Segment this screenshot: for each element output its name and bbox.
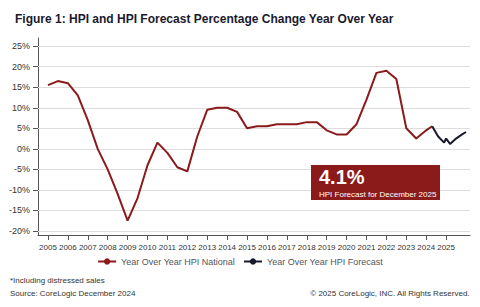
svg-text:2014: 2014 [218, 243, 236, 252]
svg-text:4.1%: 4.1% [319, 166, 365, 188]
svg-text:-5%: -5% [14, 164, 30, 174]
svg-text:Year Over Year HPI Forecast: Year Over Year HPI Forecast [267, 257, 383, 267]
svg-text:2015: 2015 [238, 243, 256, 252]
svg-text:2017: 2017 [278, 243, 296, 252]
svg-text:Year Over Year HPI National: Year Over Year HPI National [121, 257, 235, 267]
svg-text:2018: 2018 [298, 243, 316, 252]
svg-text:2019: 2019 [318, 243, 336, 252]
svg-text:2013: 2013 [198, 243, 216, 252]
svg-text:2023: 2023 [397, 243, 415, 252]
svg-text:15%: 15% [12, 82, 30, 92]
svg-text:2016: 2016 [258, 243, 276, 252]
svg-text:2020: 2020 [338, 243, 356, 252]
svg-text:Source: CoreLogic December 202: Source: CoreLogic December 2024 [10, 289, 136, 298]
svg-text:20%: 20% [12, 62, 30, 72]
svg-text:© 2025 CoreLogic, INC. All Rig: © 2025 CoreLogic, INC. All Rights Reserv… [310, 289, 469, 298]
svg-text:2022: 2022 [377, 243, 395, 252]
svg-text:HPI Forecast for December 2025: HPI Forecast for December 2025 [319, 190, 437, 199]
svg-text:2012: 2012 [178, 243, 196, 252]
svg-text:2007: 2007 [79, 243, 97, 252]
svg-text:-15%: -15% [9, 205, 30, 215]
svg-text:2010: 2010 [139, 243, 157, 252]
svg-text:2011: 2011 [159, 243, 177, 252]
svg-text:2025: 2025 [437, 243, 455, 252]
svg-text:2009: 2009 [119, 243, 137, 252]
svg-text:*Including distressed sales: *Including distressed sales [10, 276, 105, 285]
svg-text:2005: 2005 [39, 243, 57, 252]
svg-text:0%: 0% [17, 144, 30, 154]
svg-text:25%: 25% [12, 41, 30, 51]
svg-text:2008: 2008 [99, 243, 117, 252]
svg-text:5%: 5% [17, 123, 30, 133]
svg-text:2006: 2006 [59, 243, 77, 252]
svg-text:2021: 2021 [358, 243, 376, 252]
svg-text:-10%: -10% [9, 185, 30, 195]
svg-text:-20%: -20% [9, 226, 30, 236]
svg-text:Figure 1: HPI and HPI Forecast: Figure 1: HPI and HPI Forecast Percentag… [15, 12, 394, 26]
svg-text:10%: 10% [12, 103, 30, 113]
svg-text:2024: 2024 [417, 243, 435, 252]
